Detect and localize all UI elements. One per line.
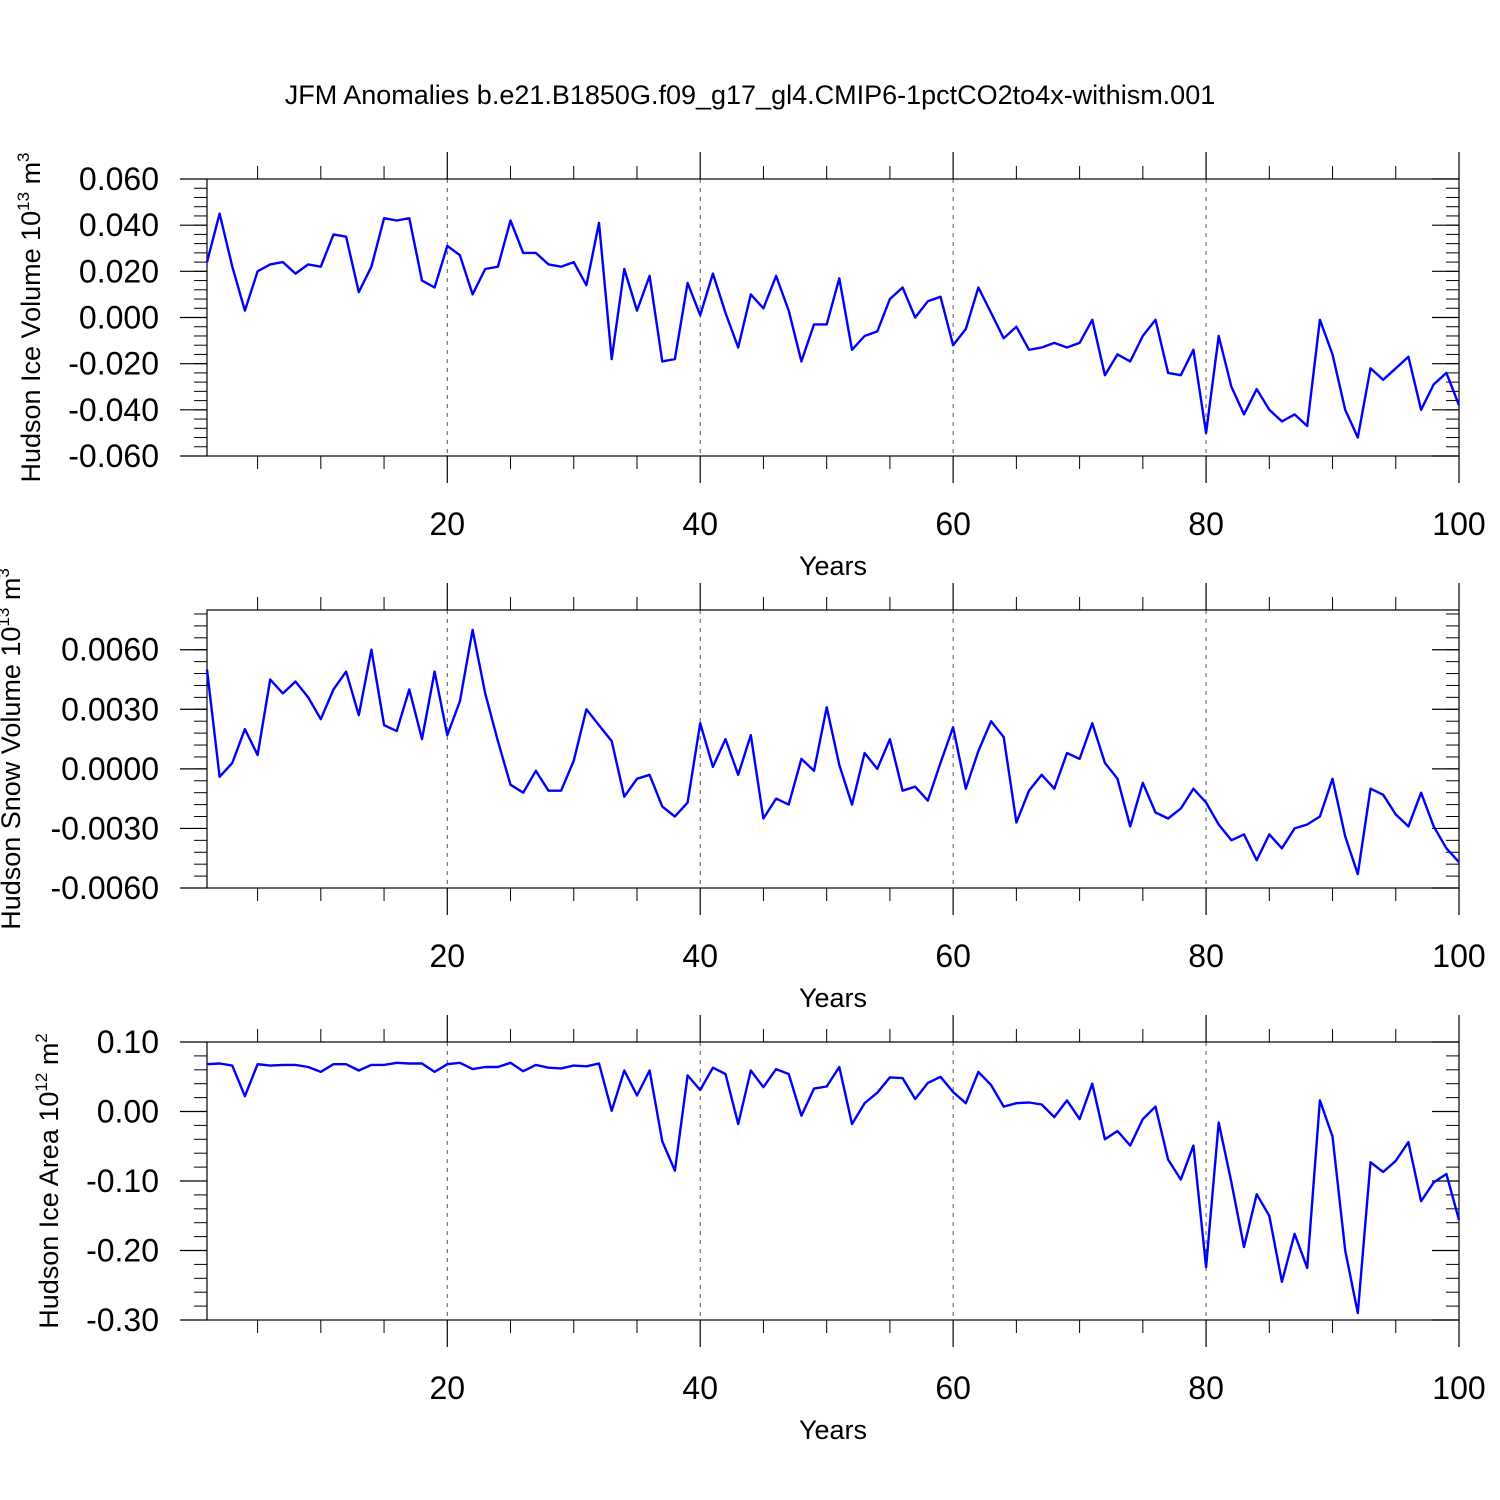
x-tick-label: 100 (1432, 1370, 1485, 1406)
x-tick-label: 60 (935, 938, 971, 974)
x-axis-title: Years (799, 1415, 867, 1445)
page-title: JFM Anomalies b.e21.B1850G.f09_g17_gl4.C… (284, 80, 1216, 110)
y-tick-label: -0.0060 (50, 870, 159, 906)
x-tick-label: 40 (682, 506, 718, 542)
panel-1: -0.060 -0.040 -0.020 0.000 0.020 0.040 0.060 20… (14, 152, 1486, 581)
series-line (205, 628, 1460, 876)
x-tick-label: 80 (1188, 506, 1224, 542)
y-tick-label: -0.30 (86, 1302, 159, 1338)
x-tick-label: 80 (1188, 938, 1224, 974)
y-tick-label: -0.0030 (50, 810, 159, 846)
plot-frame (206, 1041, 1460, 1321)
y-tick-label: 0.020 (79, 253, 159, 289)
x-tick-label: 80 (1188, 1370, 1224, 1406)
y-tick-label: 0.00 (97, 1094, 159, 1130)
y-axis-title: Hudson Ice Volume 1013 m3 (14, 152, 46, 482)
y-tick-label: -0.060 (68, 438, 159, 474)
y-tick-label: 0.0000 (61, 751, 159, 787)
y-axis-title: Hudson Ice Area 1012 m2 (32, 1033, 64, 1329)
x-tick-label: 100 (1432, 938, 1485, 974)
plot-frame (206, 178, 1460, 457)
x-tick-label: 40 (682, 1370, 718, 1406)
x-tick-label: 20 (429, 506, 465, 542)
y-tick-label: 0.10 (97, 1024, 159, 1060)
x-tick-label: 60 (935, 506, 971, 542)
series-line (205, 212, 1461, 439)
y-tick-label: 0.0060 (61, 632, 159, 668)
y-tick-label: -0.10 (86, 1163, 159, 1199)
x-tick-label: 40 (682, 938, 718, 974)
x-tick-label: 20 (429, 1370, 465, 1406)
y-axis-title: Hudson Snow Volume 1013 m3 (0, 568, 26, 930)
panel-2: -0.0060 -0.0030 0.0000 0.0030 0.0060 20 40 60 80… (0, 568, 1486, 1013)
x-tick-label: 60 (935, 1370, 971, 1406)
y-tick-label: -0.020 (68, 346, 159, 382)
x-tick-label: 20 (429, 938, 465, 974)
y-tick-label: 0.040 (79, 207, 159, 243)
y-tick-label: 0.000 (79, 300, 159, 336)
y-tick-label: -0.040 (68, 392, 159, 428)
x-axis-title: Years (799, 983, 867, 1013)
series-line (206, 1061, 1461, 1315)
y-tick-label: -0.20 (86, 1233, 159, 1269)
plot-frame (206, 609, 1460, 889)
x-axis-title: Years (799, 551, 867, 581)
y-tick-label: 0.060 (79, 161, 159, 197)
y-tick-label: 0.0030 (61, 691, 159, 727)
x-tick-label: 100 (1432, 506, 1485, 542)
panel-3: -0.30 -0.20 -0.10 0.00 0.10 20 40 60 80 100 Years H… (32, 1015, 1486, 1445)
